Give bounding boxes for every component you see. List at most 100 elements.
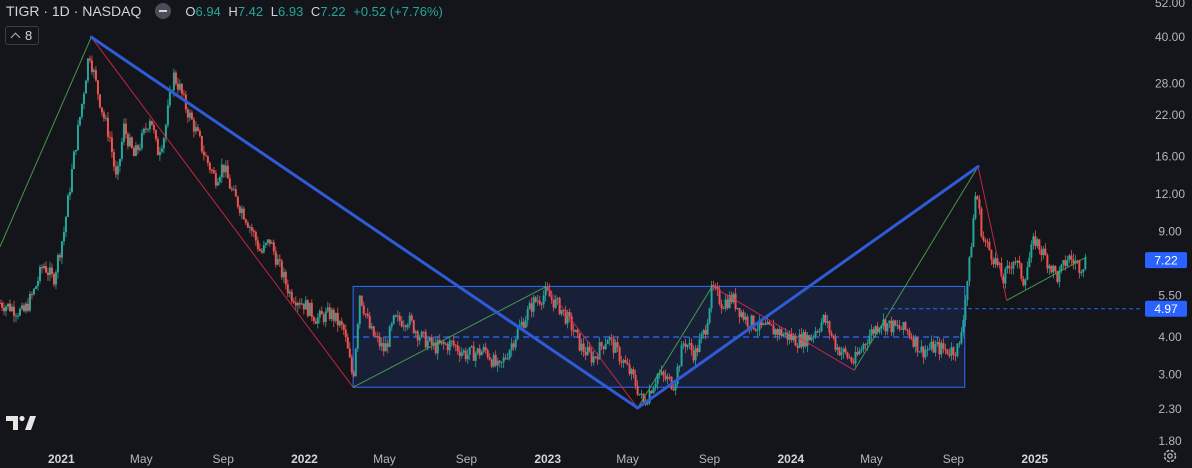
candle-body	[432, 342, 435, 345]
candle-body	[222, 164, 225, 173]
candle-body	[496, 360, 499, 366]
candle-body	[842, 348, 845, 353]
candle-body	[570, 316, 573, 331]
candle-body	[342, 324, 345, 330]
candle-body	[746, 316, 749, 327]
candle-body	[1026, 267, 1029, 280]
y-tick-label: 52.00	[1155, 0, 1185, 10]
low-label: L	[270, 3, 278, 19]
candle-body	[530, 303, 533, 312]
candle-body	[870, 329, 873, 336]
candle-body	[592, 356, 595, 363]
candle-body	[780, 329, 783, 337]
candle-body	[590, 351, 593, 363]
candle-body	[600, 342, 603, 347]
candle-body	[332, 309, 335, 321]
candle-body	[1060, 264, 1063, 271]
candle-body	[206, 156, 209, 163]
candle-body	[930, 341, 933, 349]
candle-body	[254, 232, 257, 241]
candle-body	[224, 165, 227, 173]
candle-body	[802, 332, 805, 347]
candle-body	[236, 196, 239, 207]
candle-body	[982, 236, 985, 241]
candle-body	[104, 117, 107, 119]
candle-body	[712, 285, 715, 287]
candle-body	[10, 306, 13, 312]
candle-body	[72, 151, 75, 169]
candle-body	[1044, 248, 1047, 256]
y-tick-label: 2.30	[1158, 402, 1182, 416]
candle-body	[270, 242, 273, 244]
candle-body	[762, 323, 765, 325]
candle-body	[144, 128, 147, 130]
candle-body	[774, 329, 777, 335]
candle-body	[1078, 260, 1081, 273]
candle-body	[692, 350, 695, 361]
candle-body	[386, 343, 389, 347]
candle-body	[884, 319, 887, 332]
candle-body	[276, 259, 279, 265]
gear-icon[interactable]	[1162, 448, 1178, 464]
candle-body	[480, 351, 483, 356]
candle-body	[888, 320, 891, 324]
candle-body	[708, 308, 711, 323]
price-tag-label: 7.22	[1154, 254, 1178, 268]
candle-body	[218, 177, 221, 183]
candle-body	[304, 300, 307, 310]
candle-body	[96, 80, 99, 95]
candle-body	[872, 329, 875, 334]
candle-body	[178, 83, 181, 90]
candle-body	[932, 341, 935, 353]
candle-body	[942, 343, 945, 349]
y-tick-label: 9.00	[1158, 224, 1182, 238]
candle-body	[446, 343, 449, 351]
candle-body	[132, 147, 135, 157]
low-value: 6.93	[277, 3, 304, 19]
zigzag-segment	[977, 166, 1008, 301]
candle-body	[732, 293, 735, 303]
candle-body	[140, 133, 143, 149]
candle-body	[684, 343, 687, 347]
candle-body	[182, 93, 185, 95]
candle-body	[198, 130, 201, 137]
candle-body	[228, 178, 231, 189]
candle-body	[136, 145, 139, 150]
candle-body	[734, 293, 737, 309]
candle-body	[514, 339, 517, 348]
candle-body	[464, 350, 467, 360]
indicator-toggle[interactable]: 8	[5, 26, 40, 45]
candle-body	[622, 360, 625, 363]
candle-body	[934, 344, 937, 353]
minus-circle-icon[interactable]	[155, 3, 172, 19]
candle-body	[232, 189, 235, 191]
candle-body	[568, 312, 571, 317]
candle-body	[364, 313, 367, 315]
candle-body	[678, 366, 681, 368]
candle-body	[938, 342, 941, 355]
candle-body	[490, 359, 493, 367]
y-tick-label: 22.00	[1155, 108, 1185, 122]
candle-body	[904, 322, 907, 330]
symbol-title[interactable]: TIGR · 1D · NASDAQ	[6, 3, 142, 19]
candle-body	[470, 346, 473, 348]
candle-body	[394, 315, 397, 317]
candle-body	[76, 125, 79, 150]
candle-body	[1008, 265, 1011, 268]
candle-body	[828, 321, 831, 333]
candle-body	[308, 302, 311, 316]
candle-body	[376, 336, 379, 338]
candle-body	[548, 289, 551, 297]
candle-body	[894, 320, 897, 326]
candle-body	[646, 402, 649, 405]
tradingview-logo-icon[interactable]	[6, 414, 38, 432]
candle-body	[148, 120, 151, 130]
candle-body	[868, 335, 871, 344]
candle-body	[134, 145, 137, 157]
candle-body	[996, 258, 999, 265]
candle-body	[564, 310, 567, 324]
candle-body	[664, 375, 667, 380]
candle-body	[256, 240, 259, 249]
candle-body	[428, 337, 431, 341]
